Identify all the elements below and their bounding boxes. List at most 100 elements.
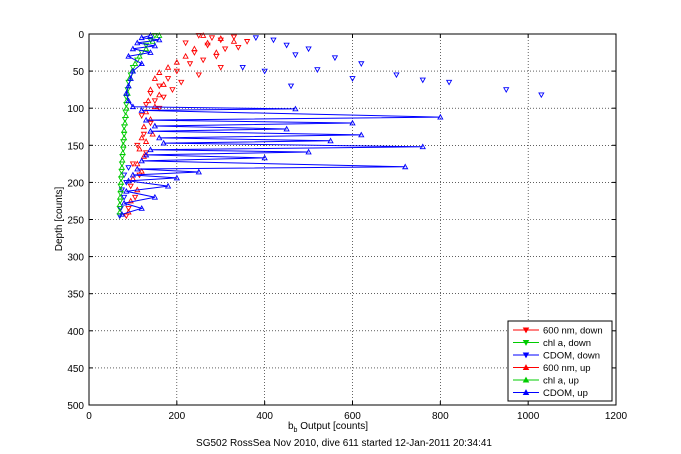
x-tick-label: 1000 [517,411,540,422]
data-point [119,149,126,156]
y-tick-label: 400 [67,327,84,338]
data-point [129,67,137,74]
y-tick-label: 200 [67,178,84,189]
data-point [118,171,125,178]
data-point [149,130,156,137]
series-cdom-up [118,32,444,217]
data-point [119,156,126,163]
data-point [283,125,290,132]
data-point [261,68,268,75]
y-tick-label: 300 [67,253,84,264]
data-point [125,52,132,59]
legend-entry: chl a, down [513,338,591,349]
data-point [349,119,356,126]
data-point [120,194,128,201]
data-point [217,65,224,71]
figure-caption: SG502 RossSea Nov 2010, dive 611 started… [196,438,492,449]
data-point [117,193,124,200]
data-point [283,42,290,49]
data-point [123,187,130,194]
data-point [204,39,211,46]
data-point [127,183,134,190]
data-point [138,113,145,119]
legend-label: chl a, up [543,376,579,387]
data-point [156,134,163,141]
data-point [160,94,167,101]
data-point [138,134,145,141]
data-point [129,171,137,178]
data-point [151,75,159,81]
y-tick-label: 450 [67,364,84,375]
data-point [118,210,126,217]
x-axis-label-sub: b [294,427,298,434]
legend-marker [522,327,530,334]
data-point [125,82,132,89]
data-point [305,46,312,53]
x-tick-label: 0 [86,411,92,422]
data-point [142,45,150,52]
data-point [147,86,154,93]
data-point [151,103,159,110]
data-point [156,91,163,98]
data-point [121,119,129,126]
data-point [147,127,154,134]
series-layer [116,32,545,220]
data-point [160,139,167,146]
data-point [217,35,224,41]
data-point [393,72,400,79]
x-tick-label: 800 [432,411,449,422]
y-axis-ticks: 0 50 100 150 200 250 300 350 400 450 500 [67,30,616,412]
data-point [503,87,510,93]
data-point [327,137,334,144]
data-point [134,39,141,46]
data-point [117,179,125,185]
data-point [116,201,123,208]
x-tick-label: 1200 [605,411,628,422]
data-point [123,90,130,96]
data-point [160,81,167,87]
data-point [147,116,154,122]
y-axis-label: Depth [counts] [54,187,65,252]
data-point [147,146,154,153]
data-point [131,60,139,67]
data-point [173,174,180,181]
data-point [136,52,143,59]
data-point [292,105,299,112]
data-point [116,208,123,215]
data-point [164,76,172,82]
data-point [118,164,126,170]
data-point [292,52,299,59]
y-tick-label: 0 [78,30,84,41]
data-point [120,134,128,141]
data-point [243,39,251,45]
data-point [145,97,152,104]
x-tick-label: 600 [344,411,361,422]
data-point [358,131,365,138]
data-point [129,103,137,110]
legend-entry: CDOM, down [513,351,600,362]
legend-label: chl a, down [543,338,591,349]
data-point [261,154,268,161]
legend-box [507,320,613,402]
y-tick-label: 500 [67,401,84,412]
data-point [239,65,246,71]
data-point [235,44,242,51]
data-point [118,187,126,194]
data-point [156,69,163,75]
data-point [151,42,159,49]
data-point [402,163,409,170]
data-point [230,34,238,41]
data-point [142,150,150,157]
data-point [142,116,150,123]
data-point [305,148,312,155]
data-point [204,42,211,49]
x-axis-label: bb Output [counts] [288,421,368,434]
y-tick-label: 50 [73,67,85,78]
data-point [169,87,176,93]
series-line [121,35,441,215]
x-axis-label-rest: Output [counts] [297,421,368,432]
data-point [140,123,148,130]
data-point [349,76,356,82]
